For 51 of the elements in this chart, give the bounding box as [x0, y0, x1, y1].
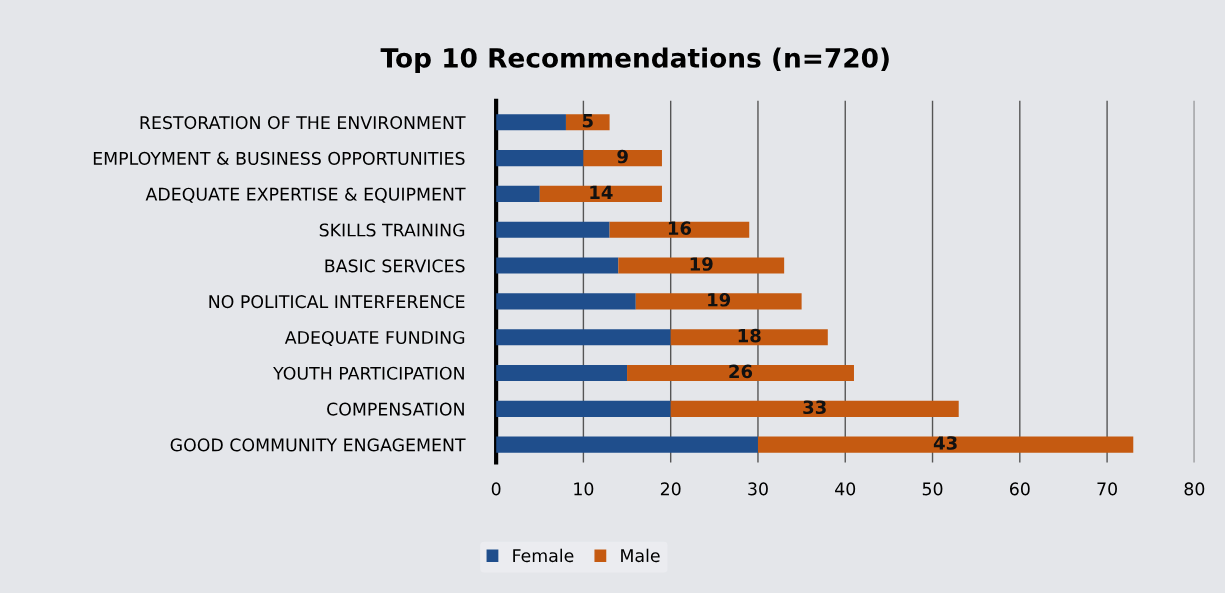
data-label: 33	[803, 400, 826, 415]
chart-title: Top 10 Recommendations (n=720)	[380, 47, 889, 73]
data-label: 16	[668, 221, 692, 235]
data-label: 19	[708, 292, 731, 307]
bar	[496, 436, 758, 453]
bar	[609, 221, 750, 238]
data-label: 18	[738, 328, 761, 343]
bar	[496, 329, 671, 346]
y-tick-label: EMPLOYMENT & BUSINESS OPPORTUNITIES	[93, 151, 465, 165]
data-label: 14	[590, 185, 613, 199]
bar	[757, 436, 1134, 453]
data-label: 26	[729, 364, 753, 379]
bar	[539, 185, 662, 202]
x-tick-label: 20	[660, 482, 681, 496]
data-label: 19	[690, 257, 713, 271]
legend-label: Female	[513, 548, 574, 563]
bar	[635, 293, 802, 310]
bar	[670, 400, 959, 417]
bar	[496, 400, 671, 417]
bar	[627, 364, 854, 382]
data-label: 43	[933, 436, 957, 450]
data-label: 9	[617, 149, 628, 164]
bar	[496, 114, 566, 131]
x-tick-label: 70	[1097, 482, 1117, 496]
x-tick-label: 0	[491, 482, 501, 496]
y-tick-label: SKILLS TRAINING	[319, 223, 465, 237]
bar	[583, 150, 662, 167]
y-tick-label: GOOD COMMUNITY ENGAGEMENT	[170, 438, 466, 452]
x-tick-label: 80	[1184, 482, 1205, 496]
y-tick-label: RESTORATION OF THE ENVIRONMENT	[140, 116, 466, 130]
bar	[496, 185, 540, 202]
bar	[670, 329, 828, 346]
legend-label: Male	[621, 548, 660, 563]
y-tick-label: COMPENSATION	[327, 402, 464, 416]
y-tick-label: BASIC SERVICES	[325, 259, 465, 273]
y-tick-label: YOUTH PARTICIPATION	[273, 366, 464, 380]
x-tick-label: 60	[1009, 482, 1030, 496]
x-tick-label: 10	[574, 482, 594, 496]
bar	[618, 257, 785, 274]
x-tick-label: 50	[922, 482, 943, 496]
data-label: 5	[582, 114, 593, 128]
bar	[496, 257, 619, 274]
y-tick-label: NO POLITICAL INTERFERENCE	[209, 295, 465, 309]
y-tick-label: ADEQUATE EXPERTISE & EQUIPMENT	[145, 187, 466, 203]
x-tick-label: 40	[835, 482, 856, 496]
bar	[496, 293, 636, 310]
y-tick-label: ADEQUATE FUNDING	[284, 330, 465, 347]
bar	[496, 364, 628, 382]
x-tick-label: 30	[748, 482, 768, 496]
bar	[496, 221, 610, 238]
bar	[496, 150, 584, 167]
